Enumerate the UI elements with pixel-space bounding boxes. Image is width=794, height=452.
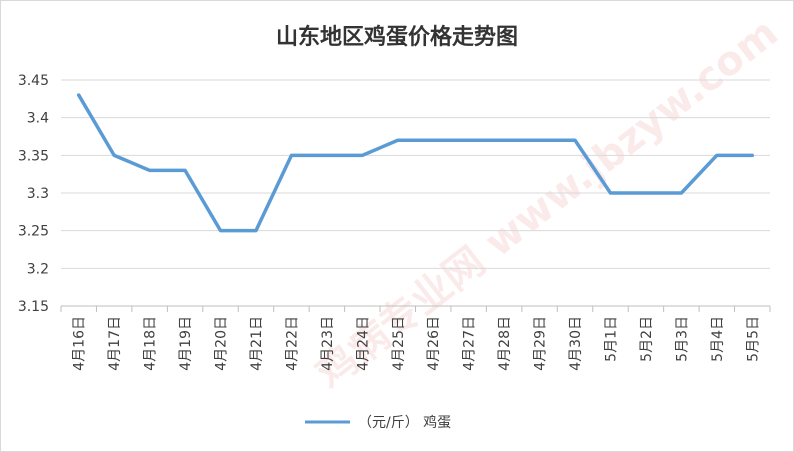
x-tick-label: 4月28日: [497, 316, 513, 371]
x-tick-label: 5月5日: [745, 316, 761, 362]
x-tick-label: 4月23日: [320, 316, 336, 371]
chart-title: 山东地区鸡蛋价格走势图: [276, 24, 518, 50]
y-tick-label: 3.3: [27, 186, 49, 202]
y-tick-label: 3.4: [27, 111, 49, 127]
x-tick-label: 4月22日: [284, 316, 300, 371]
legend-label: （元/斤） 鸡蛋: [358, 414, 451, 431]
x-tick-label: 4月25日: [391, 316, 407, 371]
x-tick-label: 5月3日: [674, 316, 690, 362]
x-tick-label: 4月19日: [178, 316, 194, 371]
x-tick-label: 4月27日: [462, 316, 478, 371]
y-tick-label: 3.15: [18, 299, 49, 315]
x-tick-label: 4月17日: [107, 316, 123, 371]
y-tick-label: 3.35: [18, 148, 49, 164]
x-tick-label: 4月20日: [214, 316, 230, 371]
x-tick-label: 4月16日: [72, 316, 88, 371]
x-tick-label: 5月2日: [639, 316, 655, 362]
series-layer: [76, 93, 755, 233]
series-line: [76, 93, 755, 233]
y-axis-ticks: 3.45 3.4 3.35 3.3 3.25 3.2 3.15: [18, 73, 49, 315]
y-tick-label: 3.45: [18, 73, 49, 89]
x-tick-label: 5月1日: [603, 316, 619, 362]
x-axis-labels: 4月16日 4月17日 4月18日 4月19日 4月20日 4月21日 4月22日 4月23日…: [72, 316, 762, 371]
legend: （元/斤） 鸡蛋: [305, 414, 451, 431]
x-tick-label: 4月24日: [355, 316, 371, 371]
x-tick-label: 4月21日: [249, 316, 265, 371]
x-tick-label: 4月29日: [533, 316, 549, 371]
x-axis-tick-marks: [60, 306, 771, 312]
x-tick-label: 4月26日: [426, 316, 442, 371]
x-tick-label: 5月4日: [710, 316, 726, 362]
x-tick-label: 4月18日: [143, 316, 159, 371]
y-tick-label: 3.25: [18, 224, 49, 240]
x-tick-label: 4月30日: [568, 316, 584, 371]
y-tick-label: 3.2: [27, 261, 49, 277]
